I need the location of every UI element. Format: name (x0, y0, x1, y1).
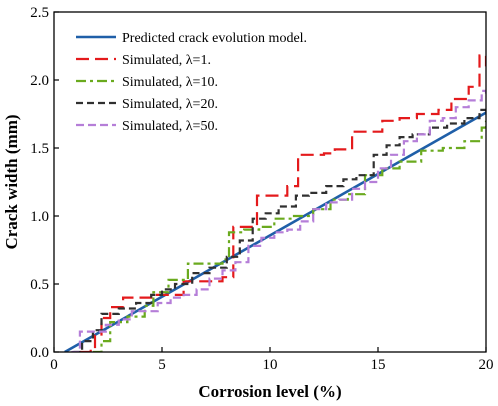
x-tick-label: 15 (371, 357, 386, 373)
series-layer (64, 54, 486, 352)
legend-label: Simulated, λ=50. (122, 119, 218, 134)
y-tick-label: 0.0 (30, 345, 49, 361)
x-axis-title: Corrosion level (%) (198, 382, 341, 401)
legend-label: Predicted crack evolution model. (122, 31, 307, 46)
series-line-1 (79, 54, 486, 352)
y-tick-label: 0.5 (30, 277, 49, 293)
legend-label: Simulated, λ=20. (122, 97, 218, 112)
series-line-2 (92, 120, 486, 352)
legend-label: Simulated, λ=10. (122, 75, 218, 90)
series-line-4 (71, 89, 486, 352)
y-axis-title: Crack width (mm) (2, 114, 21, 249)
y-tick-label: 2.0 (30, 73, 49, 89)
y-tick-label: 1.0 (30, 209, 49, 225)
x-tick-label: 5 (158, 357, 166, 373)
x-tick-label: 10 (263, 357, 278, 373)
axes-ticks: 0 5 10 15 20 0.0 0.5 1.0 1.5 2.0 2.5 (30, 5, 493, 373)
legend-label: Simulated, λ=1. (122, 53, 211, 68)
y-tick-label: 1.5 (30, 141, 49, 157)
series-line-0 (64, 111, 486, 352)
x-tick-label: 20 (479, 357, 494, 373)
y-tick-label: 2.5 (30, 5, 49, 21)
x-tick-label: 0 (50, 357, 58, 373)
plot-frame (53, 11, 487, 353)
legend: Predicted crack evolution model. Simulate… (76, 31, 307, 134)
